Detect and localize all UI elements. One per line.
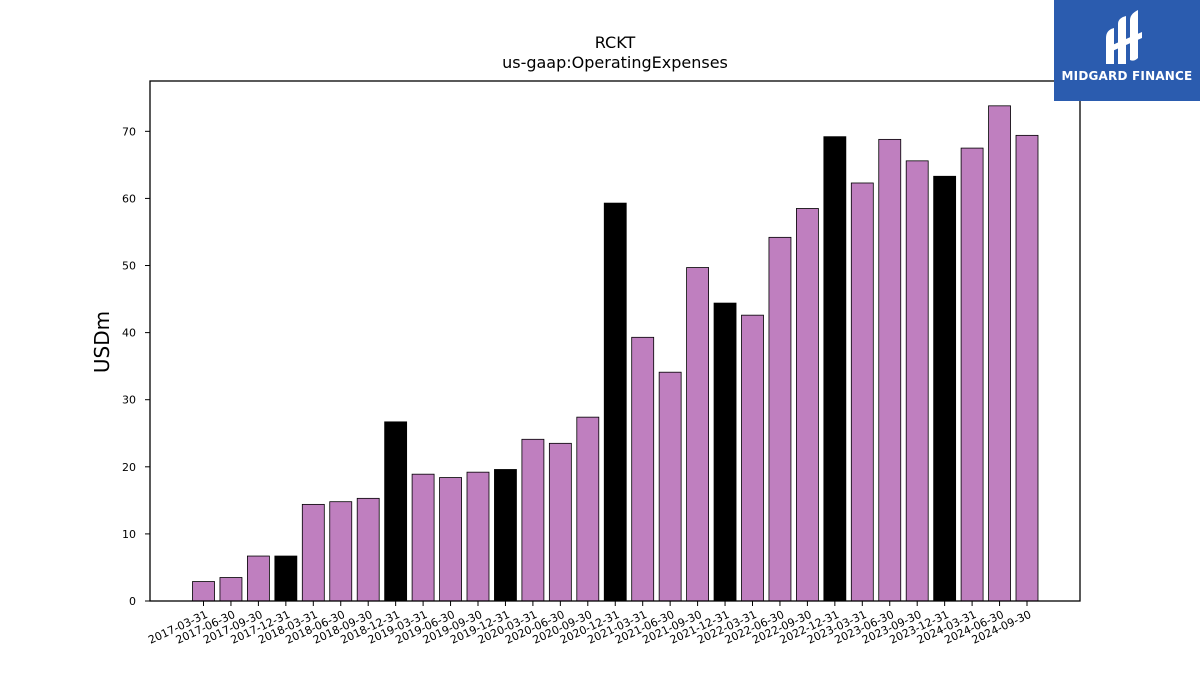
bar bbox=[850, 182, 874, 602]
bar bbox=[686, 267, 709, 602]
y-tick-label: 30 bbox=[122, 394, 136, 407]
bar bbox=[356, 497, 380, 602]
midgard-logo-icon bbox=[1106, 10, 1142, 64]
y-tick-label: 70 bbox=[122, 125, 136, 138]
plot-frame bbox=[149, 80, 1081, 602]
bar bbox=[548, 442, 572, 602]
bar bbox=[219, 577, 243, 602]
logo-text: MIDGARD FINANCE bbox=[1061, 69, 1193, 83]
chart-title: RCKT bbox=[595, 33, 636, 52]
bar bbox=[192, 581, 215, 602]
bar bbox=[631, 336, 655, 602]
midgard-finance-logo: MIDGARD FINANCE bbox=[1054, 0, 1200, 101]
bar bbox=[274, 555, 298, 602]
bars bbox=[192, 105, 1039, 602]
bar bbox=[301, 503, 325, 602]
bar bbox=[1015, 134, 1039, 602]
bar bbox=[713, 302, 737, 602]
bar bbox=[411, 473, 435, 602]
bar bbox=[741, 314, 764, 602]
y-axis-ticks: 0 10 20 30 40 50 60 70 bbox=[122, 125, 150, 608]
y-tick-label: 50 bbox=[122, 260, 136, 273]
bar bbox=[521, 438, 545, 602]
bar bbox=[658, 371, 682, 602]
y-tick-label: 10 bbox=[122, 528, 136, 541]
bar bbox=[466, 471, 490, 602]
bar bbox=[576, 416, 600, 602]
bar bbox=[494, 469, 517, 602]
chart-subtitle: us-gaap:OperatingExpenses bbox=[502, 53, 728, 72]
bar bbox=[933, 175, 957, 602]
x-axis-ticks: 2017-03-312017-06-302017-09-302017-12-31… bbox=[146, 601, 1033, 647]
y-tick-label: 0 bbox=[129, 595, 136, 608]
bar bbox=[796, 208, 819, 602]
bar bbox=[878, 138, 902, 602]
bar bbox=[439, 477, 462, 602]
bar bbox=[603, 202, 627, 602]
bar bbox=[768, 236, 792, 602]
y-axis-label: USDm bbox=[90, 311, 114, 373]
bar bbox=[823, 136, 847, 602]
y-tick-label: 60 bbox=[122, 192, 136, 205]
y-tick-label: 20 bbox=[122, 461, 136, 474]
bar bbox=[384, 421, 408, 602]
y-tick-label: 40 bbox=[122, 327, 136, 340]
bar bbox=[988, 105, 1011, 602]
bar bbox=[329, 501, 353, 602]
bar bbox=[246, 555, 270, 602]
bar bbox=[960, 147, 984, 602]
bar bbox=[905, 160, 929, 602]
